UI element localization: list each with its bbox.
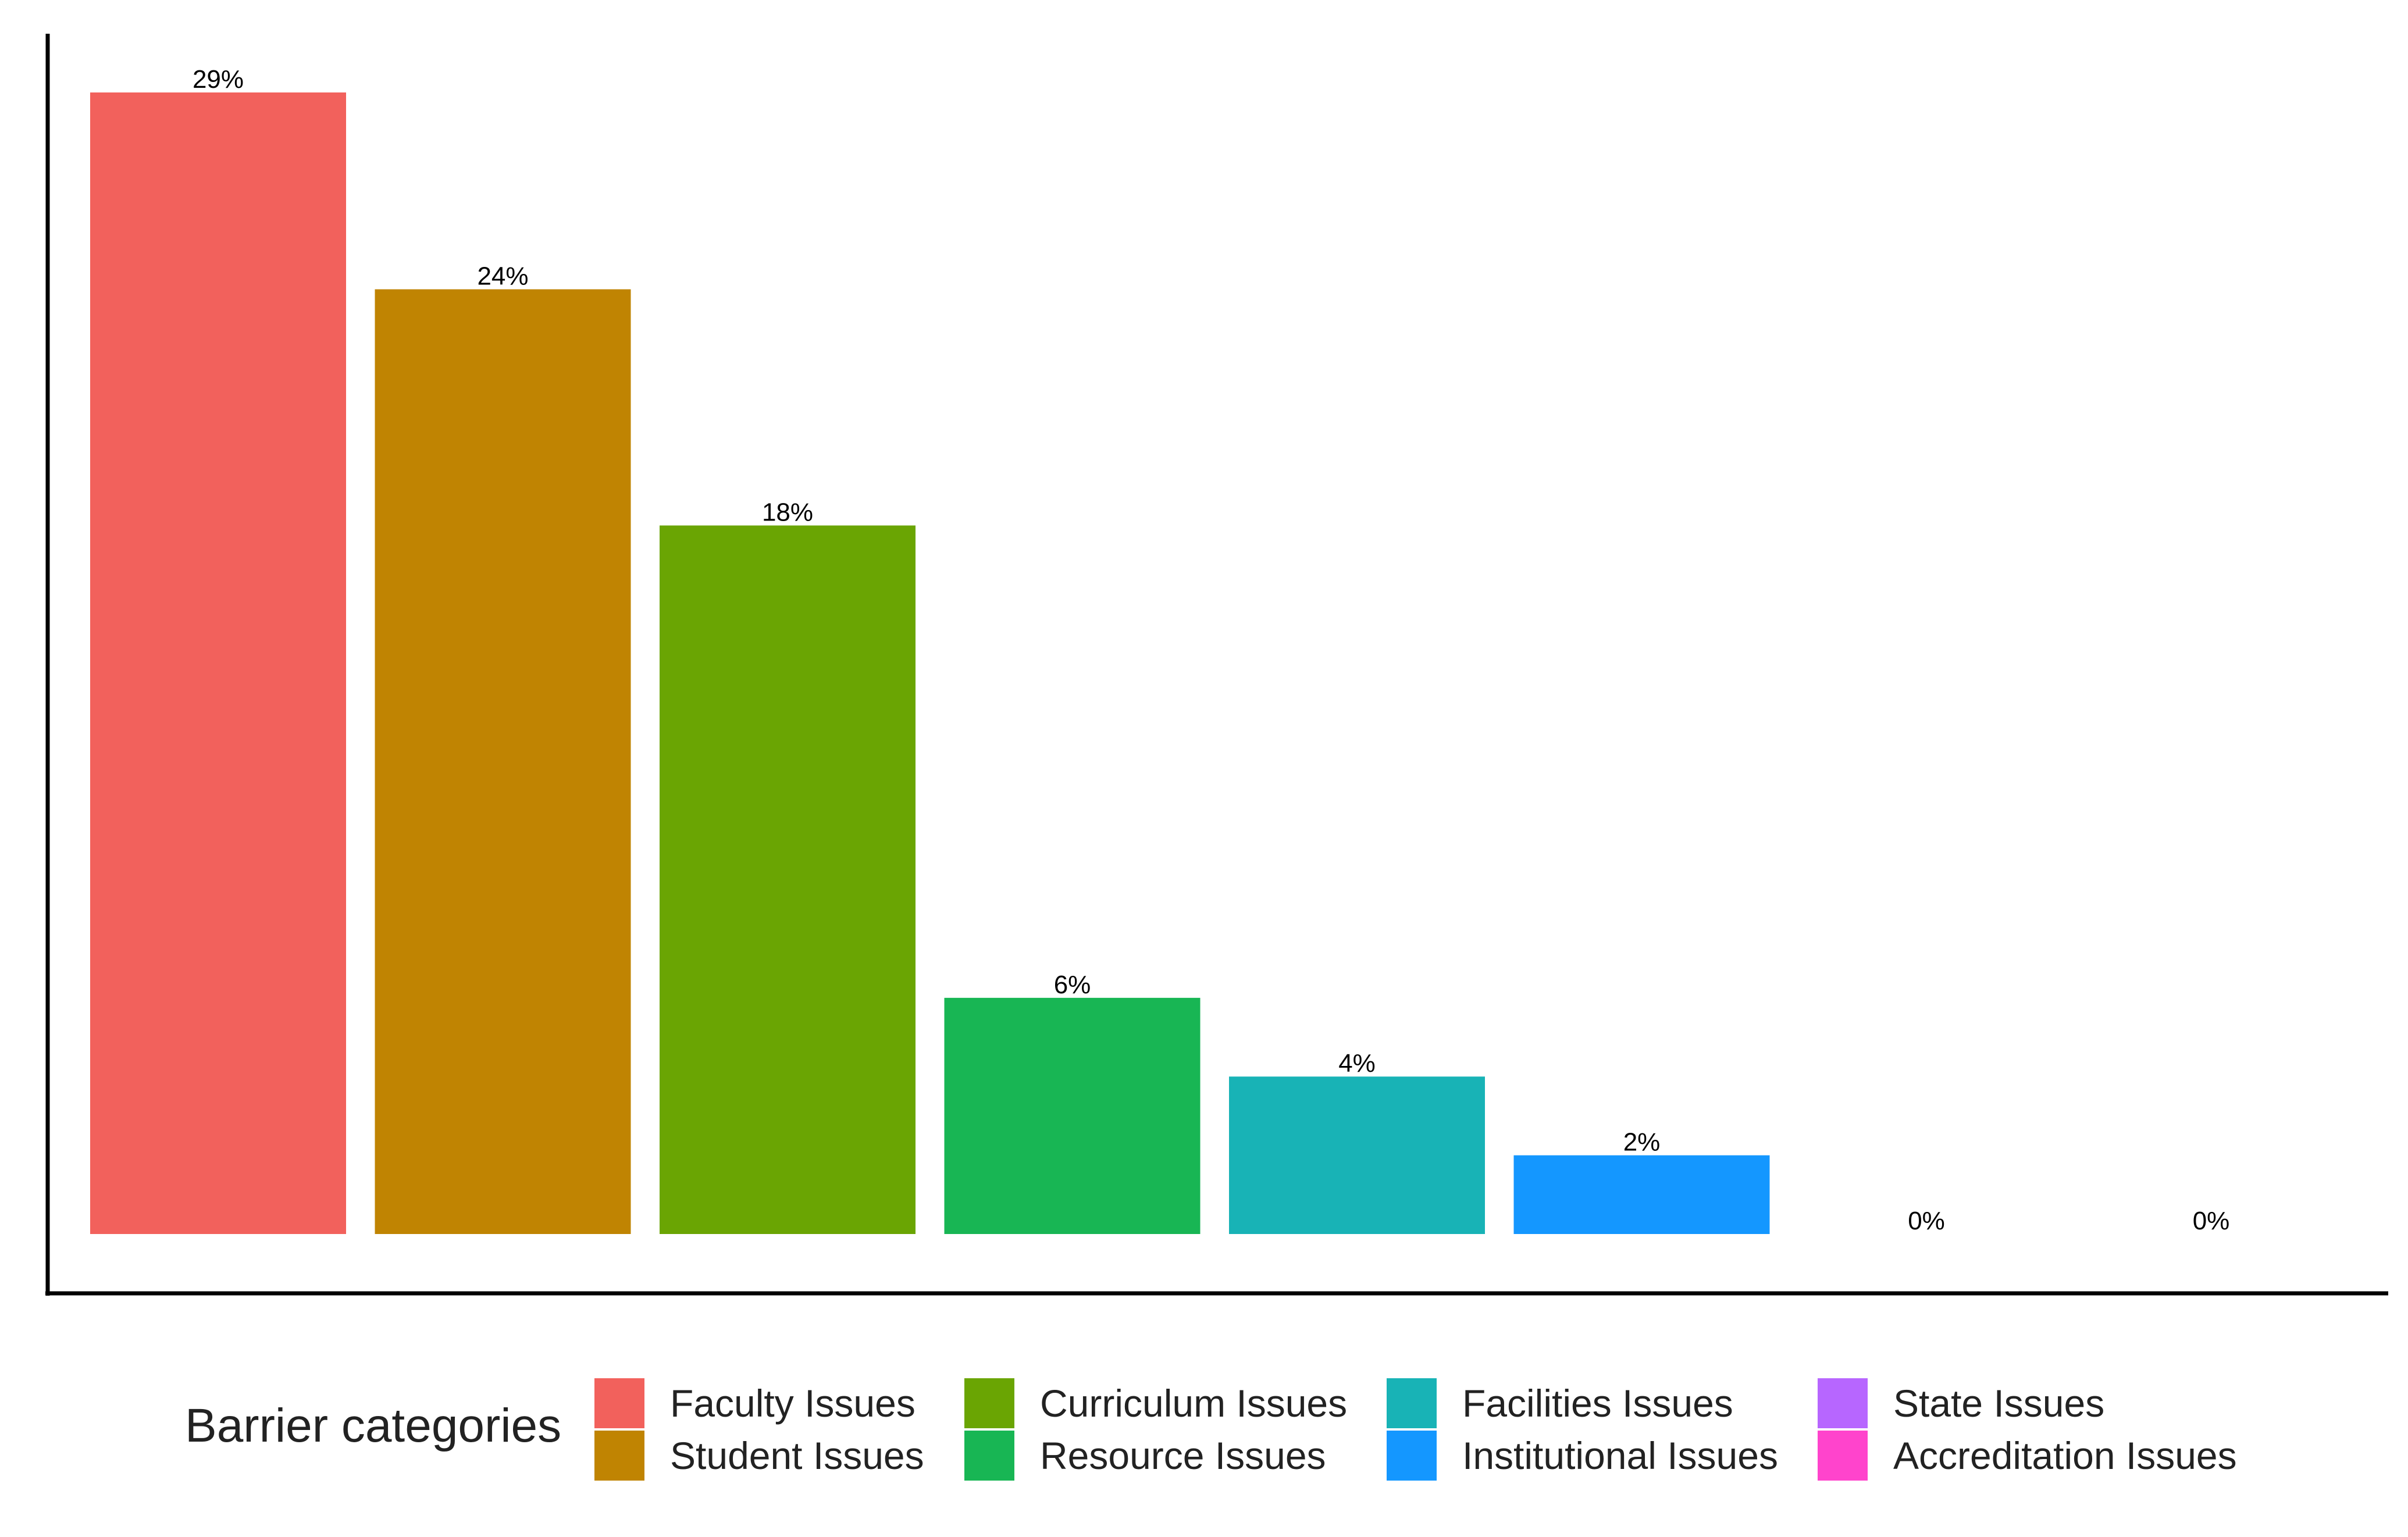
value-labels-group: 29% 24% 18% 6% 4% 2% 0% 0% [193,65,2229,1235]
legend-label-resource-issues: Resource Issues [1040,1434,1326,1477]
value-label-curriculum-issues: 18% [762,498,813,527]
legend-item-facilities-issues: Facilities Issues [1387,1377,1733,1429]
legend-label-state-issues: State Issues [1893,1382,2105,1425]
value-label-facilities-issues: 4% [1338,1049,1376,1078]
legend-key-student-issues [594,1431,644,1481]
value-label-institutional-issues: 2% [1623,1128,1661,1157]
bar-curriculum-issues [660,525,916,1234]
legend-key-state-issues [1818,1378,1868,1428]
bar-facilities-issues [1229,1076,1485,1234]
value-label-faculty-issues: 29% [193,65,244,94]
legend-item-institutional-issues: Institutional Issues [1387,1429,1778,1482]
legend-item-accreditation-issues: Accreditation Issues [1818,1429,2237,1482]
bar-student-issues [375,289,631,1235]
value-label-resource-issues: 6% [1054,971,1091,999]
legend-key-accreditation-issues [1818,1431,1868,1481]
legend-key-institutional-issues [1387,1431,1437,1481]
legend-key-resource-issues [964,1431,1014,1481]
legend-label-institutional-issues: Institutional Issues [1462,1434,1778,1477]
legend-label-facilities-issues: Facilities Issues [1462,1382,1733,1425]
bar-resource-issues [944,997,1201,1234]
bar-faculty-issues [90,92,346,1234]
value-label-state-issues: 0% [1908,1207,1945,1235]
legend-item-resource-issues: Resource Issues [964,1429,1326,1482]
legend-item-faculty-issues: Faculty Issues [594,1377,916,1429]
legend-key-faculty-issues [594,1378,644,1428]
value-label-student-issues: 24% [477,262,528,290]
bars-group [90,92,1770,1235]
bar-institutional-issues [1513,1155,1770,1234]
legend-label-faculty-issues: Faculty Issues [670,1382,916,1425]
legend-item-state-issues: State Issues [1818,1377,2104,1429]
legend-item-student-issues: Student Issues [594,1429,924,1482]
legend-label-accreditation-issues: Accreditation Issues [1893,1434,2237,1477]
legend-item-curriculum-issues: Curriculum Issues [964,1377,1347,1429]
legend-label-curriculum-issues: Curriculum Issues [1040,1382,1348,1425]
legend-label-student-issues: Student Issues [670,1434,924,1477]
legend-key-curriculum-issues [964,1378,1014,1428]
legend-title: Barrier categories [185,1399,562,1452]
value-label-accreditation-issues: 0% [2193,1207,2230,1235]
legend-key-facilities-issues [1387,1378,1437,1428]
